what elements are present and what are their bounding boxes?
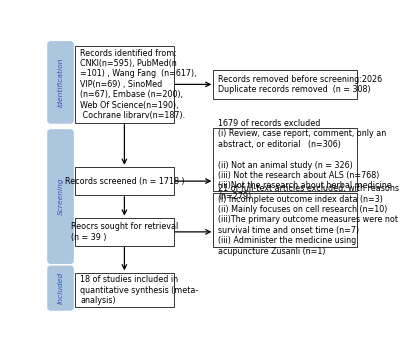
FancyBboxPatch shape <box>48 130 73 263</box>
Text: Records removed before screening:2026
Duplicate records removed  (n = 308): Records removed before screening:2026 Du… <box>218 75 382 94</box>
FancyBboxPatch shape <box>75 46 174 123</box>
FancyBboxPatch shape <box>213 128 357 191</box>
Text: Included: Included <box>58 272 64 304</box>
FancyBboxPatch shape <box>48 42 73 123</box>
FancyBboxPatch shape <box>75 218 174 246</box>
FancyBboxPatch shape <box>75 167 174 195</box>
FancyBboxPatch shape <box>213 193 357 247</box>
Text: Identification: Identification <box>58 58 64 107</box>
Text: 1679 of records excluded
(i) Review, case report, comment, only an
abstract, or : 1679 of records excluded (i) Review, cas… <box>218 119 392 201</box>
FancyBboxPatch shape <box>48 266 73 310</box>
FancyBboxPatch shape <box>213 70 357 99</box>
Text: 21 of full-text articles excluded, with reasons
(i) Incomplete outcome index dat: 21 of full-text articles excluded, with … <box>218 184 399 256</box>
Text: Records identified from:
CNKI(n=595), PubMed(n
=101) , Wang Fang  (n=617),
VIP(n: Records identified from: CNKI(n=595), Pu… <box>80 49 196 120</box>
FancyBboxPatch shape <box>75 273 174 307</box>
Text: 18 of studies included in
quantitative synthesis (meta-
analysis): 18 of studies included in quantitative s… <box>80 275 198 305</box>
Text: Reocrs sought for retrieval
(n = 39 ): Reocrs sought for retrieval (n = 39 ) <box>71 222 178 242</box>
Text: Screening: Screening <box>58 178 64 215</box>
Text: Records screened (n = 1718 ): Records screened (n = 1718 ) <box>64 177 184 186</box>
